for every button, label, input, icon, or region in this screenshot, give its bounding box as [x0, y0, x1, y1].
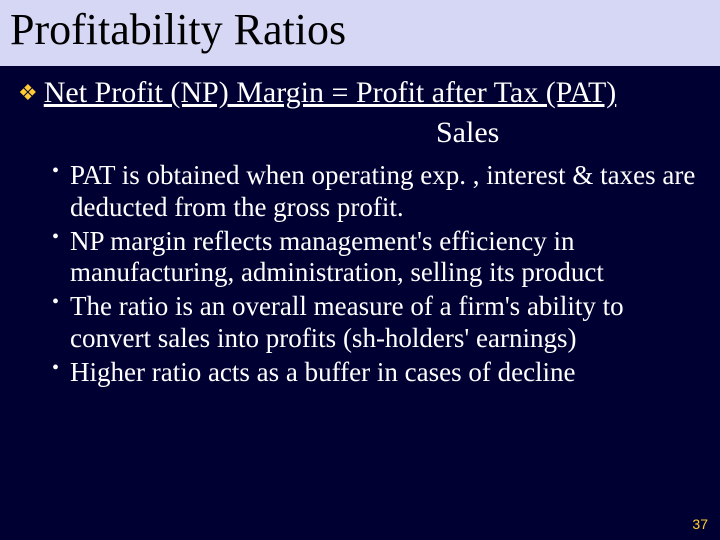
- formula-denominator: Sales: [18, 116, 708, 150]
- list-item: NP margin reflects management's efficien…: [52, 226, 708, 290]
- heading-row: ❖ Net Profit (NP) Margin = Profit after …: [18, 74, 708, 112]
- slide-content: ❖ Net Profit (NP) Margin = Profit after …: [0, 66, 720, 389]
- page-number: 37: [692, 516, 708, 532]
- bullet-text: Higher ratio acts as a buffer in cases o…: [70, 357, 576, 387]
- bullet-list: PAT is obtained when operating exp. , in…: [18, 160, 708, 389]
- bullet-text: NP margin reflects management's efficien…: [70, 226, 604, 288]
- diamond-bullet-icon: ❖: [18, 78, 38, 109]
- list-item: The ratio is an overall measure of a fir…: [52, 291, 708, 355]
- bullet-text: The ratio is an overall measure of a fir…: [70, 291, 624, 353]
- list-item: Higher ratio acts as a buffer in cases o…: [52, 357, 708, 389]
- formula-heading: Net Profit (NP) Margin = Profit after Ta…: [44, 74, 617, 112]
- list-item: PAT is obtained when operating exp. , in…: [52, 160, 708, 224]
- slide-title: Profitability Ratios: [10, 5, 346, 54]
- bullet-text: PAT is obtained when operating exp. , in…: [70, 160, 695, 222]
- slide-title-bar: Profitability Ratios: [0, 0, 720, 66]
